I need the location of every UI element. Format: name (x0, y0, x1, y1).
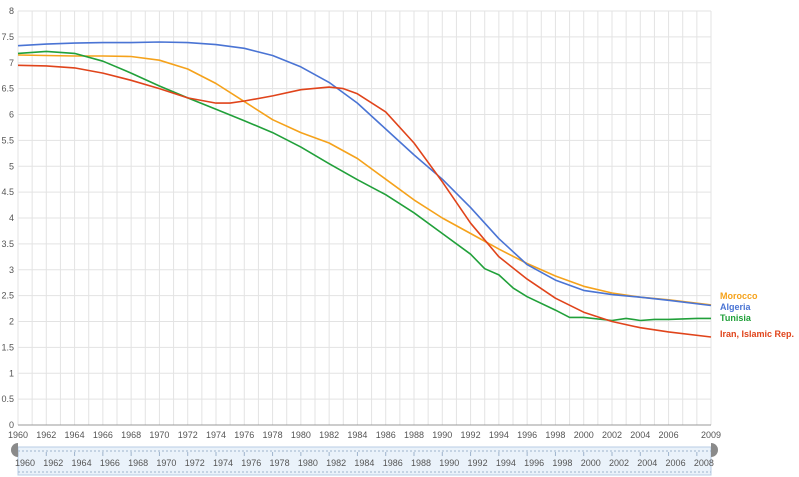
x-tick-label: 1962 (36, 430, 56, 440)
x-tick-label: 1966 (93, 430, 113, 440)
y-tick-label: 5.5 (1, 135, 14, 145)
x-tick-label: 2002 (602, 430, 622, 440)
timeline-tick-label: 1974 (213, 458, 233, 468)
x-tick-label: 1986 (376, 430, 396, 440)
timeline-tick-label: 1972 (185, 458, 205, 468)
timeline-tick-label: 1970 (156, 458, 176, 468)
timeline-tick-label: 1978 (270, 458, 290, 468)
y-tick-label: 4.5 (1, 187, 14, 197)
timeline-tick-label: 2004 (637, 458, 657, 468)
y-tick-label: 3 (9, 265, 14, 275)
x-tick-label: 1998 (545, 430, 565, 440)
legend-label: Tunisia (720, 313, 752, 323)
x-tick-label: 1982 (319, 430, 339, 440)
timeline-tick-label: 2006 (666, 458, 686, 468)
timeline-tick-label: 1962 (43, 458, 63, 468)
timeline-tick-label: 1986 (383, 458, 403, 468)
y-tick-label: 3.5 (1, 239, 14, 249)
y-tick-label: 6 (9, 110, 14, 120)
x-tick-label: 2006 (659, 430, 679, 440)
legend-label: Morocco (720, 291, 758, 301)
timeline-tick-label: 1988 (411, 458, 431, 468)
x-tick-label: 1960 (8, 430, 28, 440)
series-line (17, 50, 711, 322)
x-tick-label: 1970 (149, 430, 169, 440)
x-tick-label: 1968 (121, 430, 141, 440)
x-tick-label: 1988 (404, 430, 424, 440)
timeline-tick-label: 2002 (609, 458, 629, 468)
x-tick-label: 1996 (517, 430, 537, 440)
y-axis-ticks: 0 0.5 1 1.5 2 2.5 3 3.5 4 4.5 5 5.5 6 6.5 7 7.5 8 (1, 6, 14, 430)
x-tick-label: 1994 (489, 430, 509, 440)
series-line (17, 41, 712, 307)
series-lines (17, 41, 712, 338)
y-tick-label: 7 (9, 58, 14, 68)
timeline-tick-label: 2000 (581, 458, 601, 468)
timeline-tick-label: 1992 (468, 458, 488, 468)
x-tick-label: 2004 (630, 430, 650, 440)
series-line (17, 54, 712, 306)
x-tick-label: 1974 (206, 430, 226, 440)
legend-label: Algeria (720, 302, 752, 312)
x-tick-label: 1984 (347, 430, 367, 440)
timeline-tick-label: 1984 (354, 458, 374, 468)
x-tick-label: 1964 (65, 430, 85, 440)
y-tick-label: 4 (9, 213, 14, 223)
timeline-track[interactable] (17, 446, 712, 476)
series-line (17, 64, 712, 338)
timeline-tick-label: 1964 (72, 458, 92, 468)
y-tick-label: 8 (9, 6, 14, 16)
x-tick-label: 2000 (574, 430, 594, 440)
timeline-tick-label: 1968 (128, 458, 148, 468)
legend-label: Iran, Islamic Rep. (720, 329, 794, 339)
timeline-tick-label: 1990 (439, 458, 459, 468)
y-tick-label: 0.5 (1, 394, 14, 404)
x-tick-label: 1972 (178, 430, 198, 440)
timeline-left-handle[interactable] (10, 443, 18, 457)
timeline-tick-label: 1980 (298, 458, 318, 468)
timeline-tick-label: 1994 (496, 458, 516, 468)
timeline-slider[interactable]: 1960 1962 1964 1966 1968 1970 1972 1974 1976 1978… (10, 443, 718, 476)
y-tick-label: 0 (9, 420, 14, 430)
timeline-tick-label: 1982 (326, 458, 346, 468)
x-tick-label: 1976 (234, 430, 254, 440)
y-tick-label: 1 (9, 368, 14, 378)
x-axis-ticks: 1960 1962 1964 1966 1968 1970 1972 1974 1976 1978… (8, 430, 721, 440)
timeline-tick-label: 1966 (100, 458, 120, 468)
x-tick-label: 1978 (263, 430, 283, 440)
timeline-tick-label: 1976 (241, 458, 261, 468)
x-tick-label: 2009 (701, 430, 721, 440)
timeline-right-handle[interactable] (711, 443, 718, 457)
y-tick-label: 1.5 (1, 342, 14, 352)
y-tick-label: 6.5 (1, 84, 14, 94)
timeline-tick-label: 1998 (552, 458, 572, 468)
timeline-tick-label: 1996 (524, 458, 544, 468)
gridlines (17, 10, 712, 426)
x-tick-label: 1990 (432, 430, 452, 440)
y-tick-label: 7.5 (1, 32, 14, 42)
x-tick-label: 1992 (461, 430, 481, 440)
x-tick-label: 1980 (291, 430, 311, 440)
timeline-tick-label: 2008 (694, 458, 714, 468)
y-tick-label: 5 (9, 161, 14, 171)
timeline-tick-label: 1960 (15, 458, 35, 468)
y-tick-label: 2.5 (1, 291, 14, 301)
timeline-ticks: 1960 1962 1964 1966 1968 1970 1972 1974 1976 1978… (15, 452, 714, 468)
y-tick-label: 2 (9, 317, 14, 327)
